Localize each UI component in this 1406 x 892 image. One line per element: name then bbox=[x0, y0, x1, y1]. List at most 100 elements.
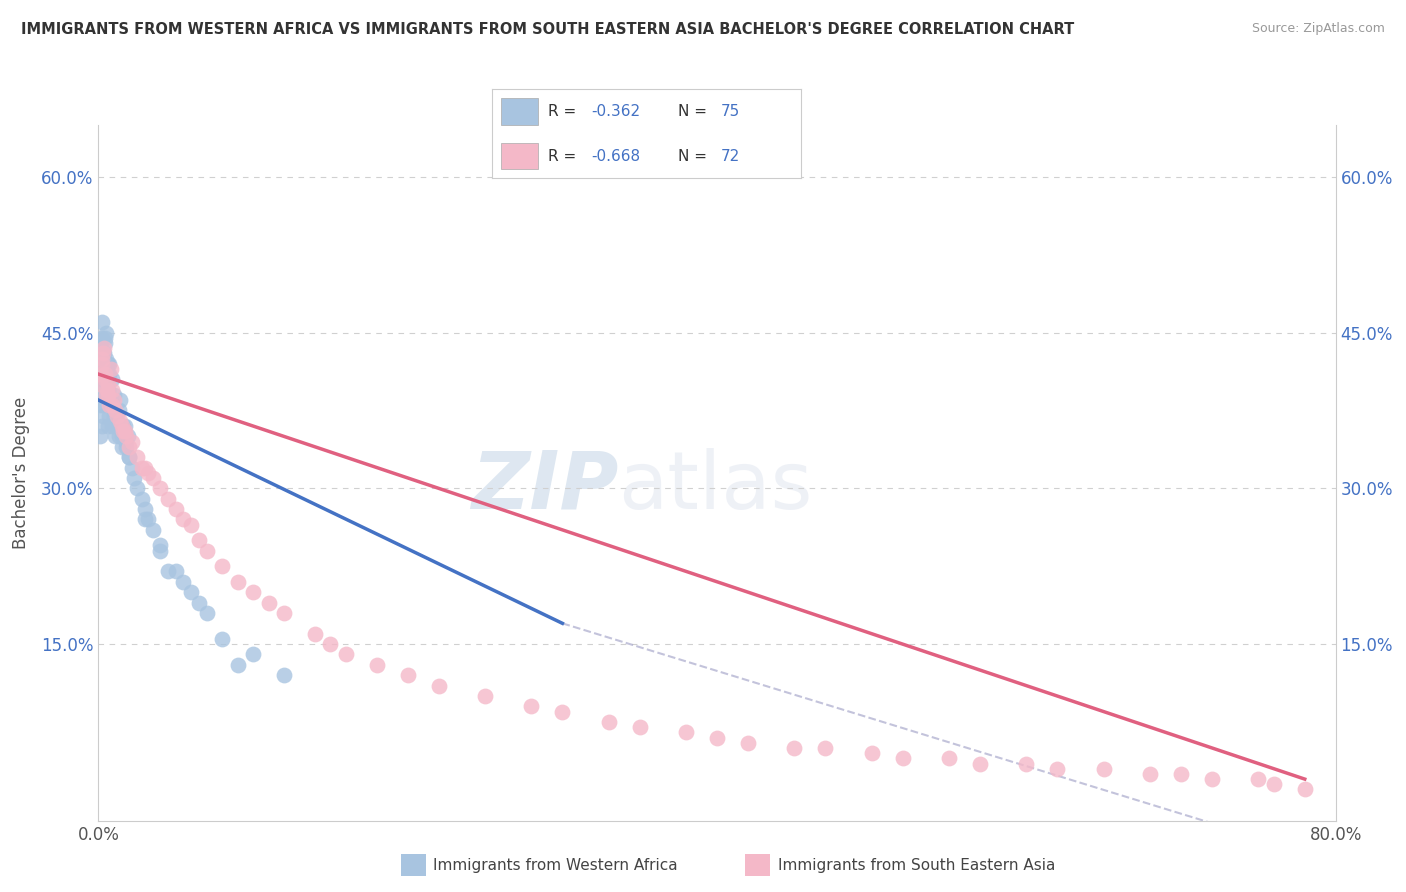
Point bbox=[1247, 772, 1270, 786]
Point bbox=[118, 440, 141, 454]
Point bbox=[111, 419, 134, 434]
Point bbox=[96, 377, 118, 392]
Point bbox=[91, 346, 114, 360]
Point bbox=[105, 414, 128, 428]
Point bbox=[474, 689, 496, 703]
Text: 72: 72 bbox=[721, 149, 740, 163]
Point bbox=[242, 585, 264, 599]
Point bbox=[101, 383, 124, 397]
Point bbox=[89, 398, 111, 412]
Point bbox=[783, 741, 806, 756]
Point bbox=[1263, 777, 1285, 791]
Point bbox=[860, 746, 883, 760]
Point bbox=[157, 491, 180, 506]
Point bbox=[273, 606, 295, 620]
Point bbox=[111, 440, 134, 454]
Point bbox=[165, 565, 187, 579]
Point bbox=[100, 398, 122, 412]
Point bbox=[91, 346, 114, 360]
Point bbox=[93, 341, 115, 355]
Point bbox=[97, 388, 120, 402]
Point bbox=[89, 429, 111, 443]
Point bbox=[628, 720, 651, 734]
Point bbox=[131, 491, 153, 506]
Point bbox=[211, 559, 233, 574]
Text: N =: N = bbox=[678, 104, 711, 119]
Point bbox=[180, 517, 202, 532]
Point bbox=[122, 471, 145, 485]
Point bbox=[96, 388, 118, 402]
Point bbox=[127, 450, 149, 465]
Point bbox=[91, 331, 114, 345]
Point bbox=[1170, 767, 1192, 781]
Point bbox=[90, 315, 112, 329]
Text: ZIP: ZIP bbox=[471, 448, 619, 525]
Point bbox=[108, 414, 131, 428]
Point bbox=[134, 512, 156, 526]
Point bbox=[1294, 782, 1316, 797]
Point bbox=[118, 450, 141, 465]
Point bbox=[134, 460, 156, 475]
Point bbox=[93, 367, 115, 381]
Text: IMMIGRANTS FROM WESTERN AFRICA VS IMMIGRANTS FROM SOUTH EASTERN ASIA BACHELOR'S : IMMIGRANTS FROM WESTERN AFRICA VS IMMIGR… bbox=[21, 22, 1074, 37]
Point bbox=[598, 714, 620, 729]
Point bbox=[90, 367, 112, 381]
Point bbox=[118, 450, 141, 465]
Point bbox=[188, 533, 211, 548]
Point bbox=[195, 543, 218, 558]
Text: N =: N = bbox=[678, 149, 711, 163]
Point bbox=[96, 383, 118, 397]
Point bbox=[396, 668, 419, 682]
Point bbox=[100, 393, 122, 408]
Point bbox=[142, 471, 165, 485]
Point bbox=[97, 377, 120, 392]
Point bbox=[93, 388, 115, 402]
FancyBboxPatch shape bbox=[502, 143, 538, 169]
Point bbox=[1092, 762, 1115, 776]
Text: R =: R = bbox=[548, 149, 581, 163]
Point bbox=[242, 648, 264, 662]
Point bbox=[100, 398, 122, 412]
Point bbox=[94, 362, 117, 376]
Point bbox=[89, 367, 111, 381]
Point bbox=[93, 346, 115, 360]
Point bbox=[1015, 756, 1038, 771]
Point bbox=[127, 481, 149, 495]
Point bbox=[136, 466, 159, 480]
Point bbox=[101, 419, 124, 434]
Point bbox=[89, 377, 111, 392]
Point bbox=[121, 460, 143, 475]
Point bbox=[98, 357, 121, 371]
Point bbox=[257, 596, 280, 610]
Point bbox=[706, 731, 728, 745]
Point bbox=[121, 434, 143, 449]
Text: -0.362: -0.362 bbox=[591, 104, 640, 119]
Point bbox=[91, 351, 114, 366]
Point bbox=[149, 543, 172, 558]
Point bbox=[108, 393, 131, 408]
Point bbox=[814, 741, 837, 756]
Point bbox=[319, 637, 342, 651]
Point bbox=[1046, 762, 1069, 776]
Text: Source: ZipAtlas.com: Source: ZipAtlas.com bbox=[1251, 22, 1385, 36]
Point bbox=[96, 388, 118, 402]
Point bbox=[211, 632, 233, 646]
Point bbox=[114, 424, 136, 438]
Point bbox=[90, 341, 112, 355]
Point bbox=[969, 756, 991, 771]
Point bbox=[100, 362, 122, 376]
Point bbox=[180, 585, 202, 599]
Point bbox=[520, 699, 543, 714]
Text: R =: R = bbox=[548, 104, 581, 119]
Point bbox=[91, 346, 114, 360]
Point bbox=[226, 657, 249, 672]
Point bbox=[90, 419, 112, 434]
Point bbox=[91, 409, 114, 423]
Point bbox=[104, 403, 127, 417]
Point bbox=[107, 429, 129, 443]
Point bbox=[157, 565, 180, 579]
Point bbox=[149, 481, 172, 495]
Point bbox=[1201, 772, 1223, 786]
Text: -0.668: -0.668 bbox=[591, 149, 640, 163]
Point bbox=[97, 367, 120, 381]
